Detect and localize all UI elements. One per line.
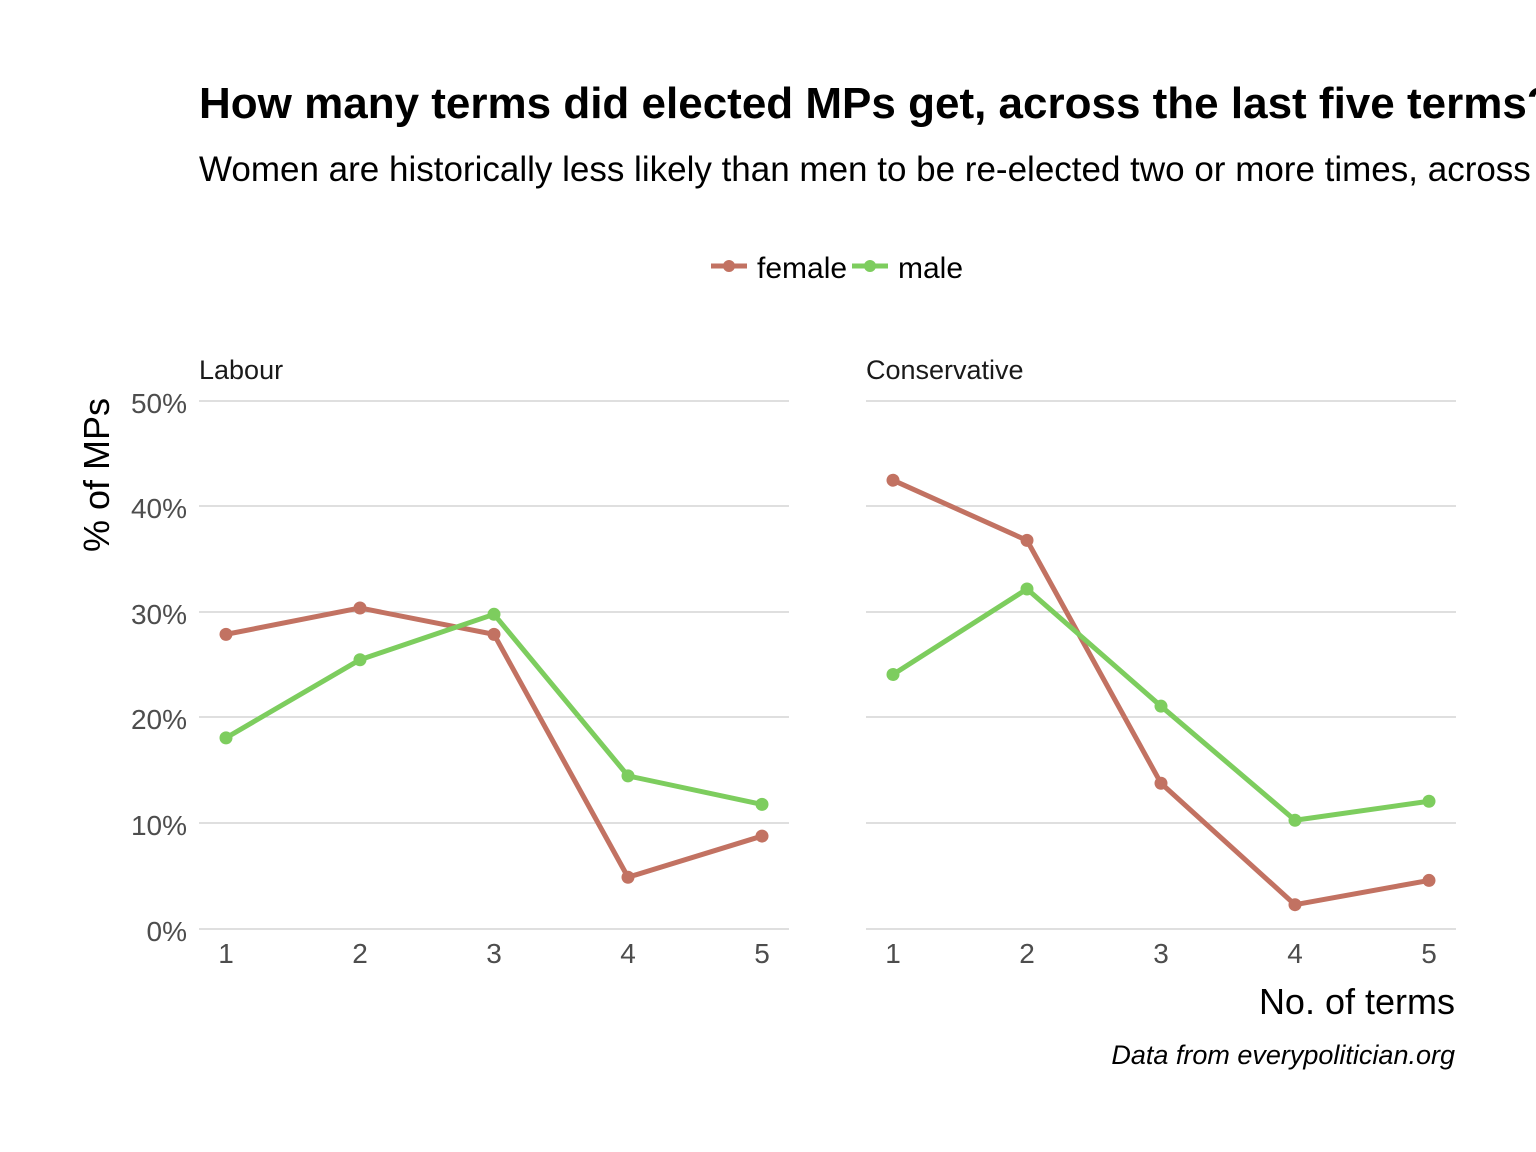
x-tick-label: 3 <box>1153 938 1169 969</box>
y-tick-label: 30% <box>131 599 187 630</box>
series-line-female-conservative <box>891 477 1430 908</box>
x-tick-label: 2 <box>352 938 368 969</box>
x-tick-label: 3 <box>486 938 502 969</box>
y-tick-label: 10% <box>131 810 187 841</box>
data-point-female-labour <box>755 829 769 843</box>
data-point-male-labour <box>353 653 367 667</box>
x-tick-labels-conservative: 1 2 3 4 5 <box>885 938 1437 969</box>
grid-labour <box>199 400 789 930</box>
x-tick-label: 4 <box>1287 938 1303 969</box>
data-point-female-labour <box>621 870 635 884</box>
data-point-female-labour <box>487 627 501 641</box>
chart-subtitle: Women are historically less likely than … <box>199 150 1531 189</box>
data-point-male-conservative <box>1422 794 1436 808</box>
chart-caption: Data from everypolitician.org <box>1111 1040 1455 1070</box>
legend-label-male: male <box>898 252 963 285</box>
y-tick-label: 0% <box>147 916 187 947</box>
x-tick-labels-labour: 1 2 3 4 5 <box>218 938 770 969</box>
data-point-female-conservative <box>1020 533 1034 547</box>
legend-entry-female: female <box>711 252 847 285</box>
x-tick-label: 4 <box>620 938 636 969</box>
legend-entry-male: male <box>852 252 963 285</box>
series-marks-conservative <box>886 473 1436 912</box>
legend-key-male-point <box>864 260 876 272</box>
data-point-male-labour <box>621 769 635 783</box>
data-point-male-labour <box>219 731 233 745</box>
legend-key-female-point <box>723 260 735 272</box>
data-point-male-labour <box>487 607 501 621</box>
data-point-male-conservative <box>886 668 900 682</box>
data-point-male-conservative <box>1154 699 1168 713</box>
chart-title: How many terms did elected MPs get, acro… <box>199 79 1536 128</box>
data-point-female-conservative <box>1422 873 1436 887</box>
y-tick-label: 50% <box>131 388 187 419</box>
series-marks-labour <box>219 601 769 884</box>
legend-label-female: female <box>757 252 847 285</box>
y-axis-title: % of MPs <box>76 398 117 552</box>
series-line-female-labour <box>225 605 763 880</box>
grid-conservative <box>866 400 1456 930</box>
legend: female male <box>711 252 963 285</box>
x-tick-label: 5 <box>754 938 770 969</box>
x-tick-label: 5 <box>1421 938 1437 969</box>
x-axis-title: No. of terms <box>1259 981 1455 1022</box>
data-point-female-conservative <box>1154 776 1168 790</box>
data-point-male-conservative <box>1020 582 1034 596</box>
x-tick-label: 1 <box>885 938 901 969</box>
data-point-female-labour <box>353 601 367 615</box>
panel-labour: Labour 1 2 3 4 5 <box>199 355 789 969</box>
panel-conservative: Conservative 1 2 3 4 5 <box>866 355 1456 969</box>
x-tick-label: 1 <box>218 938 234 969</box>
x-tick-label: 2 <box>1019 938 1035 969</box>
data-point-male-conservative <box>1288 813 1302 827</box>
data-point-female-conservative <box>886 473 900 487</box>
data-point-female-conservative <box>1288 898 1302 912</box>
data-point-female-labour <box>219 627 233 641</box>
y-tick-labels: 0% 10% 20% 30% 40% 50% <box>131 388 187 947</box>
y-tick-label: 40% <box>131 493 187 524</box>
facet-label-labour: Labour <box>199 355 283 385</box>
series-line-male-labour <box>224 611 763 807</box>
data-point-male-labour <box>755 797 769 811</box>
y-tick-label: 20% <box>131 704 187 735</box>
facet-label-conservative: Conservative <box>866 355 1024 385</box>
